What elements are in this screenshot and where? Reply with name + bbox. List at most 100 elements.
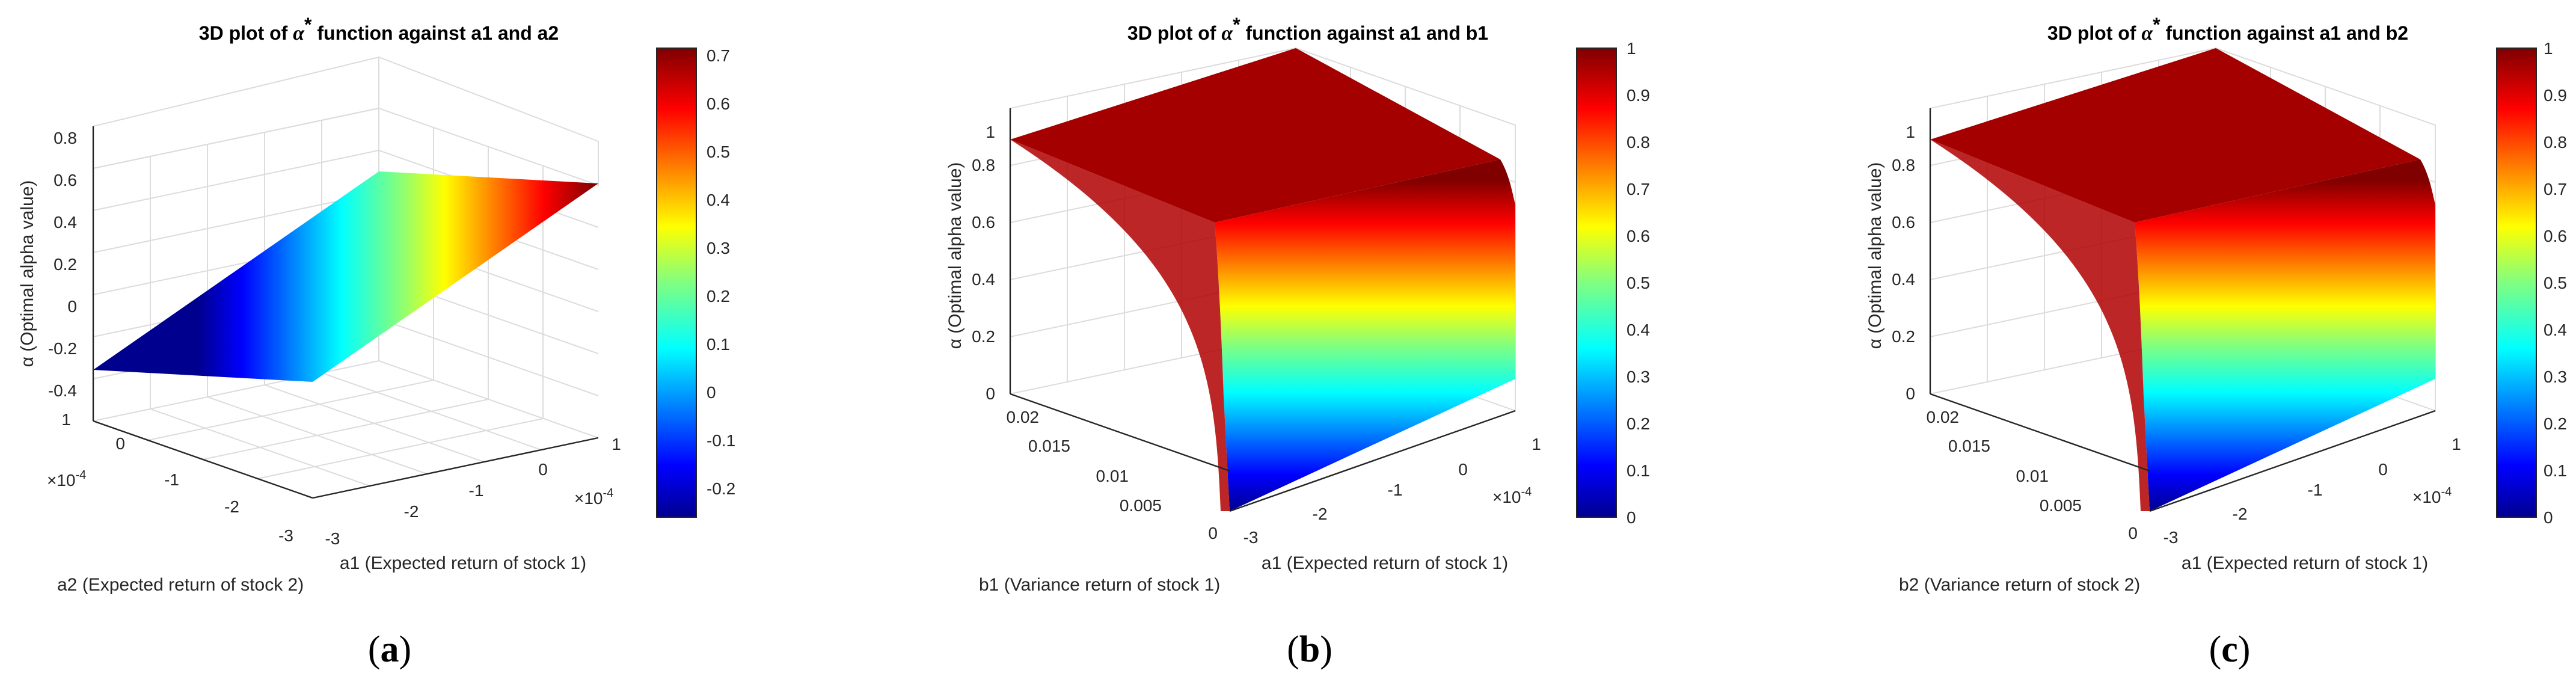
panel-b-ytick: 0.01 bbox=[1096, 467, 1129, 485]
panel-a-ytick: 1 bbox=[61, 410, 71, 429]
panel-c-z-ticks: 0 0.2 0.4 0.6 0.8 1 bbox=[1892, 123, 1915, 403]
panel-a-cbtick: 0.4 bbox=[707, 191, 730, 209]
panel-b-cbtick: 0.9 bbox=[1627, 86, 1650, 105]
panel-c-ytick: 0.005 bbox=[2040, 496, 2082, 515]
panel-c-y-ticks: 0.02 0.015 0.01 0.005 0 bbox=[1927, 408, 2138, 542]
panel-a-subcaption: (a) bbox=[368, 629, 411, 670]
panel-c-ztick: 0.8 bbox=[1892, 156, 1915, 174]
panel-b-ztick: 0.6 bbox=[972, 213, 995, 232]
panel-c-cbtick: 0.7 bbox=[2544, 180, 2567, 198]
panel-c-ztick: 0 bbox=[1906, 384, 1915, 403]
panel-c-xtick: 0 bbox=[2378, 460, 2388, 479]
panel-b-axes bbox=[1009, 108, 1516, 512]
panel-a-ytick: -2 bbox=[224, 497, 239, 516]
panel-b-xtick: -2 bbox=[1313, 505, 1328, 523]
panel-b: 3D plot of α* function against a1 and b1 bbox=[945, 14, 1650, 670]
panel-a-y-exponent: ×10-4 bbox=[47, 468, 86, 490]
panel-b-z-ticks: 0 0.2 0.4 0.6 0.8 1 bbox=[972, 123, 995, 403]
panel-a-xtick: -2 bbox=[404, 502, 419, 521]
panel-b-ztick: 0.4 bbox=[972, 270, 995, 289]
panel-b-xtick: 1 bbox=[1532, 435, 1541, 453]
panel-a-ytick: 0 bbox=[115, 434, 125, 453]
panel-a-cbtick: 0.2 bbox=[707, 287, 730, 306]
panel-c-ztick: 0.4 bbox=[1892, 270, 1915, 289]
panel-c-surface-front bbox=[2135, 159, 2435, 511]
panel-b-title: 3D plot of α* function against a1 and b1 bbox=[1127, 14, 1488, 45]
panel-a-xtick: 1 bbox=[612, 435, 621, 453]
panel-b-cbtick: 0.2 bbox=[1627, 414, 1650, 433]
panel-a-y-ticks: 1 0 -1 -2 -3 bbox=[61, 410, 293, 545]
panel-c-cbtick: 0.3 bbox=[2544, 367, 2567, 386]
panel-b-cbtick: 0.8 bbox=[1627, 133, 1650, 152]
panel-c-cbtick: 0.1 bbox=[2544, 461, 2567, 480]
panel-c-surface-top bbox=[1930, 48, 2420, 223]
panel-a-title: 3D plot of α* function against a1 and a2 bbox=[199, 14, 559, 45]
panel-c-xtick: -3 bbox=[2164, 528, 2179, 547]
panel-a-ztick: -0.4 bbox=[48, 381, 77, 400]
panel-b-y-ticks: 0.02 0.015 0.01 0.005 0 bbox=[1007, 408, 1218, 542]
panel-a-cbtick: 0.7 bbox=[707, 46, 730, 65]
panel-c-surface-band bbox=[1930, 140, 2150, 511]
panel-b-colorbar bbox=[1576, 48, 1617, 518]
panel-a-cbtick: -0.1 bbox=[707, 431, 735, 450]
panel-b-cbtick: 0.5 bbox=[1627, 274, 1650, 292]
panel-c-ytick: 0.02 bbox=[1927, 408, 1960, 426]
panel-b-ztick: 1 bbox=[986, 123, 995, 141]
panel-c-axes bbox=[1929, 108, 2436, 512]
panel-c-colorbar-ticks: 0 0.1 0.2 0.3 0.4 0.5 0.6 0.7 0.8 0.9 1 bbox=[2544, 39, 2567, 527]
panel-c-cbtick: 0 bbox=[2544, 508, 2553, 527]
panel-a-ytick: -3 bbox=[278, 526, 293, 545]
panel-c-cbtick: 0.6 bbox=[2544, 227, 2567, 245]
panel-c-ztick: 0.6 bbox=[1892, 213, 1915, 232]
panel-c-title: 3D plot of α* function against a1 and b2 bbox=[2047, 14, 2408, 45]
panel-b-surface-top bbox=[1010, 48, 1500, 223]
panel-a-ztick: 0.4 bbox=[54, 213, 77, 232]
panel-a-xtick: 0 bbox=[538, 460, 548, 479]
panel-b-xtick: 0 bbox=[1458, 460, 1468, 479]
panel-b-cbtick: 0.1 bbox=[1627, 461, 1650, 480]
panel-b-x-ticks: -3 -2 -1 0 1 bbox=[1244, 435, 1541, 547]
panel-a-xlabel: a1 (Expected return of stock 1) bbox=[340, 553, 586, 573]
panel-b-ytick: 0.005 bbox=[1120, 496, 1162, 515]
panel-a-ztick: 0.6 bbox=[54, 171, 77, 189]
panel-c-x-ticks: -3 -2 -1 0 1 bbox=[2164, 435, 2461, 547]
panel-a-cbtick: 0.1 bbox=[707, 335, 730, 354]
panel-a-surface bbox=[93, 171, 598, 382]
panel-b-cbtick: 0.7 bbox=[1627, 180, 1650, 198]
panel-b-colorbar-ticks: 0 0.1 0.2 0.3 0.4 0.5 0.6 0.7 0.8 0.9 1 bbox=[1627, 39, 1650, 527]
panel-a-x-exponent: ×10-4 bbox=[574, 487, 613, 508]
panel-c: 3D plot of α* function against a1 and b2 bbox=[1865, 14, 2567, 670]
panel-b-ztick: 0 bbox=[986, 384, 995, 403]
panel-c-subcaption: (c) bbox=[2209, 629, 2251, 670]
panel-c-zlabel: α (Optimal alpha value) bbox=[1865, 162, 1885, 349]
panel-a-cbtick: 0.6 bbox=[707, 94, 730, 113]
panel-a-ytick: -1 bbox=[164, 470, 179, 489]
panel-c-cbtick: 0.9 bbox=[2544, 86, 2567, 105]
panel-b-cbtick: 0 bbox=[1627, 508, 1636, 527]
panel-c-cbtick: 1 bbox=[2544, 39, 2553, 58]
panel-c-x-exponent: ×10-4 bbox=[2412, 485, 2452, 506]
panel-c-ytick: 0.01 bbox=[2016, 467, 2049, 485]
panel-b-zlabel: α (Optimal alpha value) bbox=[945, 162, 965, 349]
panel-c-xtick: -2 bbox=[2233, 505, 2248, 523]
panel-a-z-ticks: -0.4 -0.2 0 0.2 0.4 0.6 0.8 bbox=[48, 129, 77, 400]
panel-b-cbtick: 0.6 bbox=[1627, 227, 1650, 245]
panel-b-ytick: 0 bbox=[1208, 524, 1218, 542]
panel-b-x-exponent: ×10-4 bbox=[1492, 485, 1532, 506]
panel-a-ztick: 0.8 bbox=[54, 129, 77, 147]
panel-b-subcaption: (b) bbox=[1287, 629, 1332, 670]
panel-a-cbtick: 0.3 bbox=[707, 239, 730, 257]
panel-a-cbtick: 0 bbox=[707, 383, 716, 402]
panel-c-ztick: 1 bbox=[1906, 123, 1915, 141]
panel-c-xtick: -1 bbox=[2308, 481, 2323, 499]
panel-a-zlabel: α (Optimal alpha value) bbox=[17, 180, 37, 367]
panel-a-x-ticks: -3 -2 -1 0 1 bbox=[325, 435, 621, 548]
panel-c-cbtick: 0.4 bbox=[2544, 321, 2567, 339]
panel-a-colorbar-ticks: -0.2 -0.1 0 0.1 0.2 0.3 0.4 0.5 0.6 0.7 bbox=[707, 46, 735, 498]
panel-b-cbtick: 0.3 bbox=[1627, 367, 1650, 386]
panel-b-cbtick: 0.4 bbox=[1627, 321, 1650, 339]
panel-a-ztick: 0 bbox=[67, 297, 77, 316]
panel-a: 3D plot of α* function against a1 and a2 bbox=[17, 14, 735, 670]
panel-c-ylabel: b2 (Variance return of stock 2) bbox=[1899, 575, 2140, 595]
